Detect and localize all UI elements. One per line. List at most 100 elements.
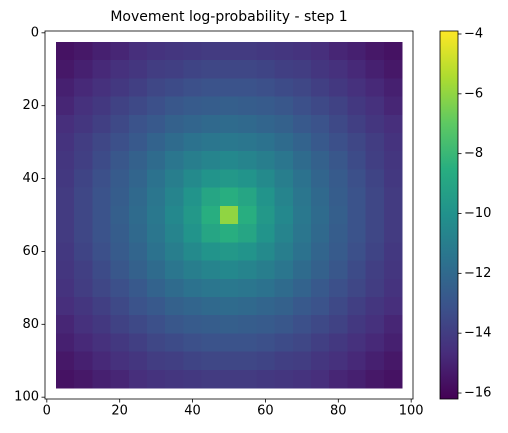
heatmap-cell	[383, 296, 403, 316]
heatmap-cell	[274, 151, 294, 170]
heatmap-cell	[165, 205, 184, 225]
heatmap-cell	[110, 133, 130, 152]
heatmap-cell	[292, 242, 312, 261]
heatmap	[55, 41, 403, 389]
heatmap-cell	[256, 133, 275, 152]
x-tick-label: 100	[399, 404, 424, 419]
heatmap-cell	[110, 151, 130, 170]
heatmap-cell	[147, 169, 166, 189]
heatmap-cell	[147, 187, 166, 207]
heatmap-cell	[128, 187, 148, 207]
heatmap-cell	[110, 296, 130, 316]
heatmap-cell	[128, 296, 148, 316]
heatmap-cell	[365, 369, 385, 389]
heatmap-cell	[274, 60, 294, 79]
heatmap-cell	[310, 278, 330, 298]
heatmap-cell	[219, 151, 239, 170]
heatmap-cell	[219, 242, 239, 261]
heatmap-cell	[219, 369, 239, 389]
heatmap-cell	[365, 296, 385, 316]
heatmap-cell	[347, 114, 367, 134]
heatmap-cell	[274, 278, 294, 298]
heatmap-cell	[128, 333, 148, 353]
heatmap-cell	[55, 333, 75, 353]
heatmap-cell	[55, 205, 75, 225]
x-tick-label: 60	[257, 404, 274, 419]
heatmap-cell	[310, 78, 330, 97]
heatmap-cell	[219, 260, 239, 280]
heatmap-cell	[219, 296, 239, 316]
heatmap-cell	[329, 369, 348, 389]
heatmap-cell	[74, 187, 93, 207]
heatmap-cell	[383, 151, 403, 170]
heatmap-cell	[110, 96, 130, 116]
heatmap-cell	[274, 133, 294, 152]
heatmap-cell	[219, 205, 239, 225]
heatmap-cell	[110, 187, 130, 207]
heatmap-cell	[347, 169, 367, 189]
heatmap-cell	[128, 60, 148, 79]
heatmap-cell	[183, 224, 203, 243]
heatmap-cell	[74, 41, 93, 61]
heatmap-cell	[165, 133, 184, 152]
heatmap-cell	[256, 41, 275, 61]
heatmap-cell	[292, 296, 312, 316]
heatmap-cell	[274, 260, 294, 280]
heatmap-cell	[92, 333, 111, 353]
heatmap-cell	[147, 278, 166, 298]
heatmap-cell	[365, 224, 385, 243]
heatmap-cell	[128, 260, 148, 280]
heatmap-cell	[310, 333, 330, 353]
heatmap-cell	[128, 114, 148, 134]
heatmap-cell	[292, 133, 312, 152]
heatmap-cell	[147, 205, 166, 225]
heatmap-cell	[238, 296, 257, 316]
heatmap-cell	[310, 96, 330, 116]
heatmap-cell	[310, 41, 330, 61]
heatmap-cell	[365, 351, 385, 371]
heatmap-cell	[256, 114, 275, 134]
heatmap-cell	[238, 242, 257, 261]
heatmap-cell	[110, 78, 130, 97]
heatmap-cell	[201, 260, 221, 280]
heatmap-cell	[183, 205, 203, 225]
heatmap-cell	[238, 224, 257, 243]
heatmap-cell	[383, 369, 403, 389]
heatmap-cell	[274, 333, 294, 353]
heatmap-cell	[365, 169, 385, 189]
colorbar-tick-label: −12	[464, 266, 491, 281]
heatmap-cell	[147, 315, 166, 334]
heatmap-cell	[238, 151, 257, 170]
heatmap-cell	[329, 114, 348, 134]
heatmap-cell	[147, 60, 166, 79]
heatmap-cell	[310, 351, 330, 371]
heatmap-cell	[147, 242, 166, 261]
heatmap-cell	[183, 41, 203, 61]
heatmap-cell	[147, 369, 166, 389]
heatmap-cell	[310, 260, 330, 280]
heatmap-cell	[128, 369, 148, 389]
axes-frame	[44, 30, 414, 400]
heatmap-cell	[274, 96, 294, 116]
heatmap-cell	[219, 351, 239, 371]
heatmap-cell	[147, 351, 166, 371]
heatmap-cell	[292, 333, 312, 353]
heatmap-cell	[165, 169, 184, 189]
heatmap-cell	[256, 205, 275, 225]
heatmap-cell	[183, 296, 203, 316]
heatmap-cell	[329, 151, 348, 170]
heatmap-cell	[383, 351, 403, 371]
heatmap-cell	[310, 369, 330, 389]
heatmap-cell	[55, 78, 75, 97]
heatmap-cell	[310, 315, 330, 334]
heatmap-cell	[55, 351, 75, 371]
heatmap-cell	[383, 224, 403, 243]
heatmap-cell	[165, 296, 184, 316]
heatmap-cell	[365, 315, 385, 334]
heatmap-cell	[147, 96, 166, 116]
heatmap-cell	[347, 151, 367, 170]
heatmap-cell	[256, 242, 275, 261]
heatmap-cell	[329, 96, 348, 116]
heatmap-cell	[365, 41, 385, 61]
heatmap-cell	[110, 278, 130, 298]
